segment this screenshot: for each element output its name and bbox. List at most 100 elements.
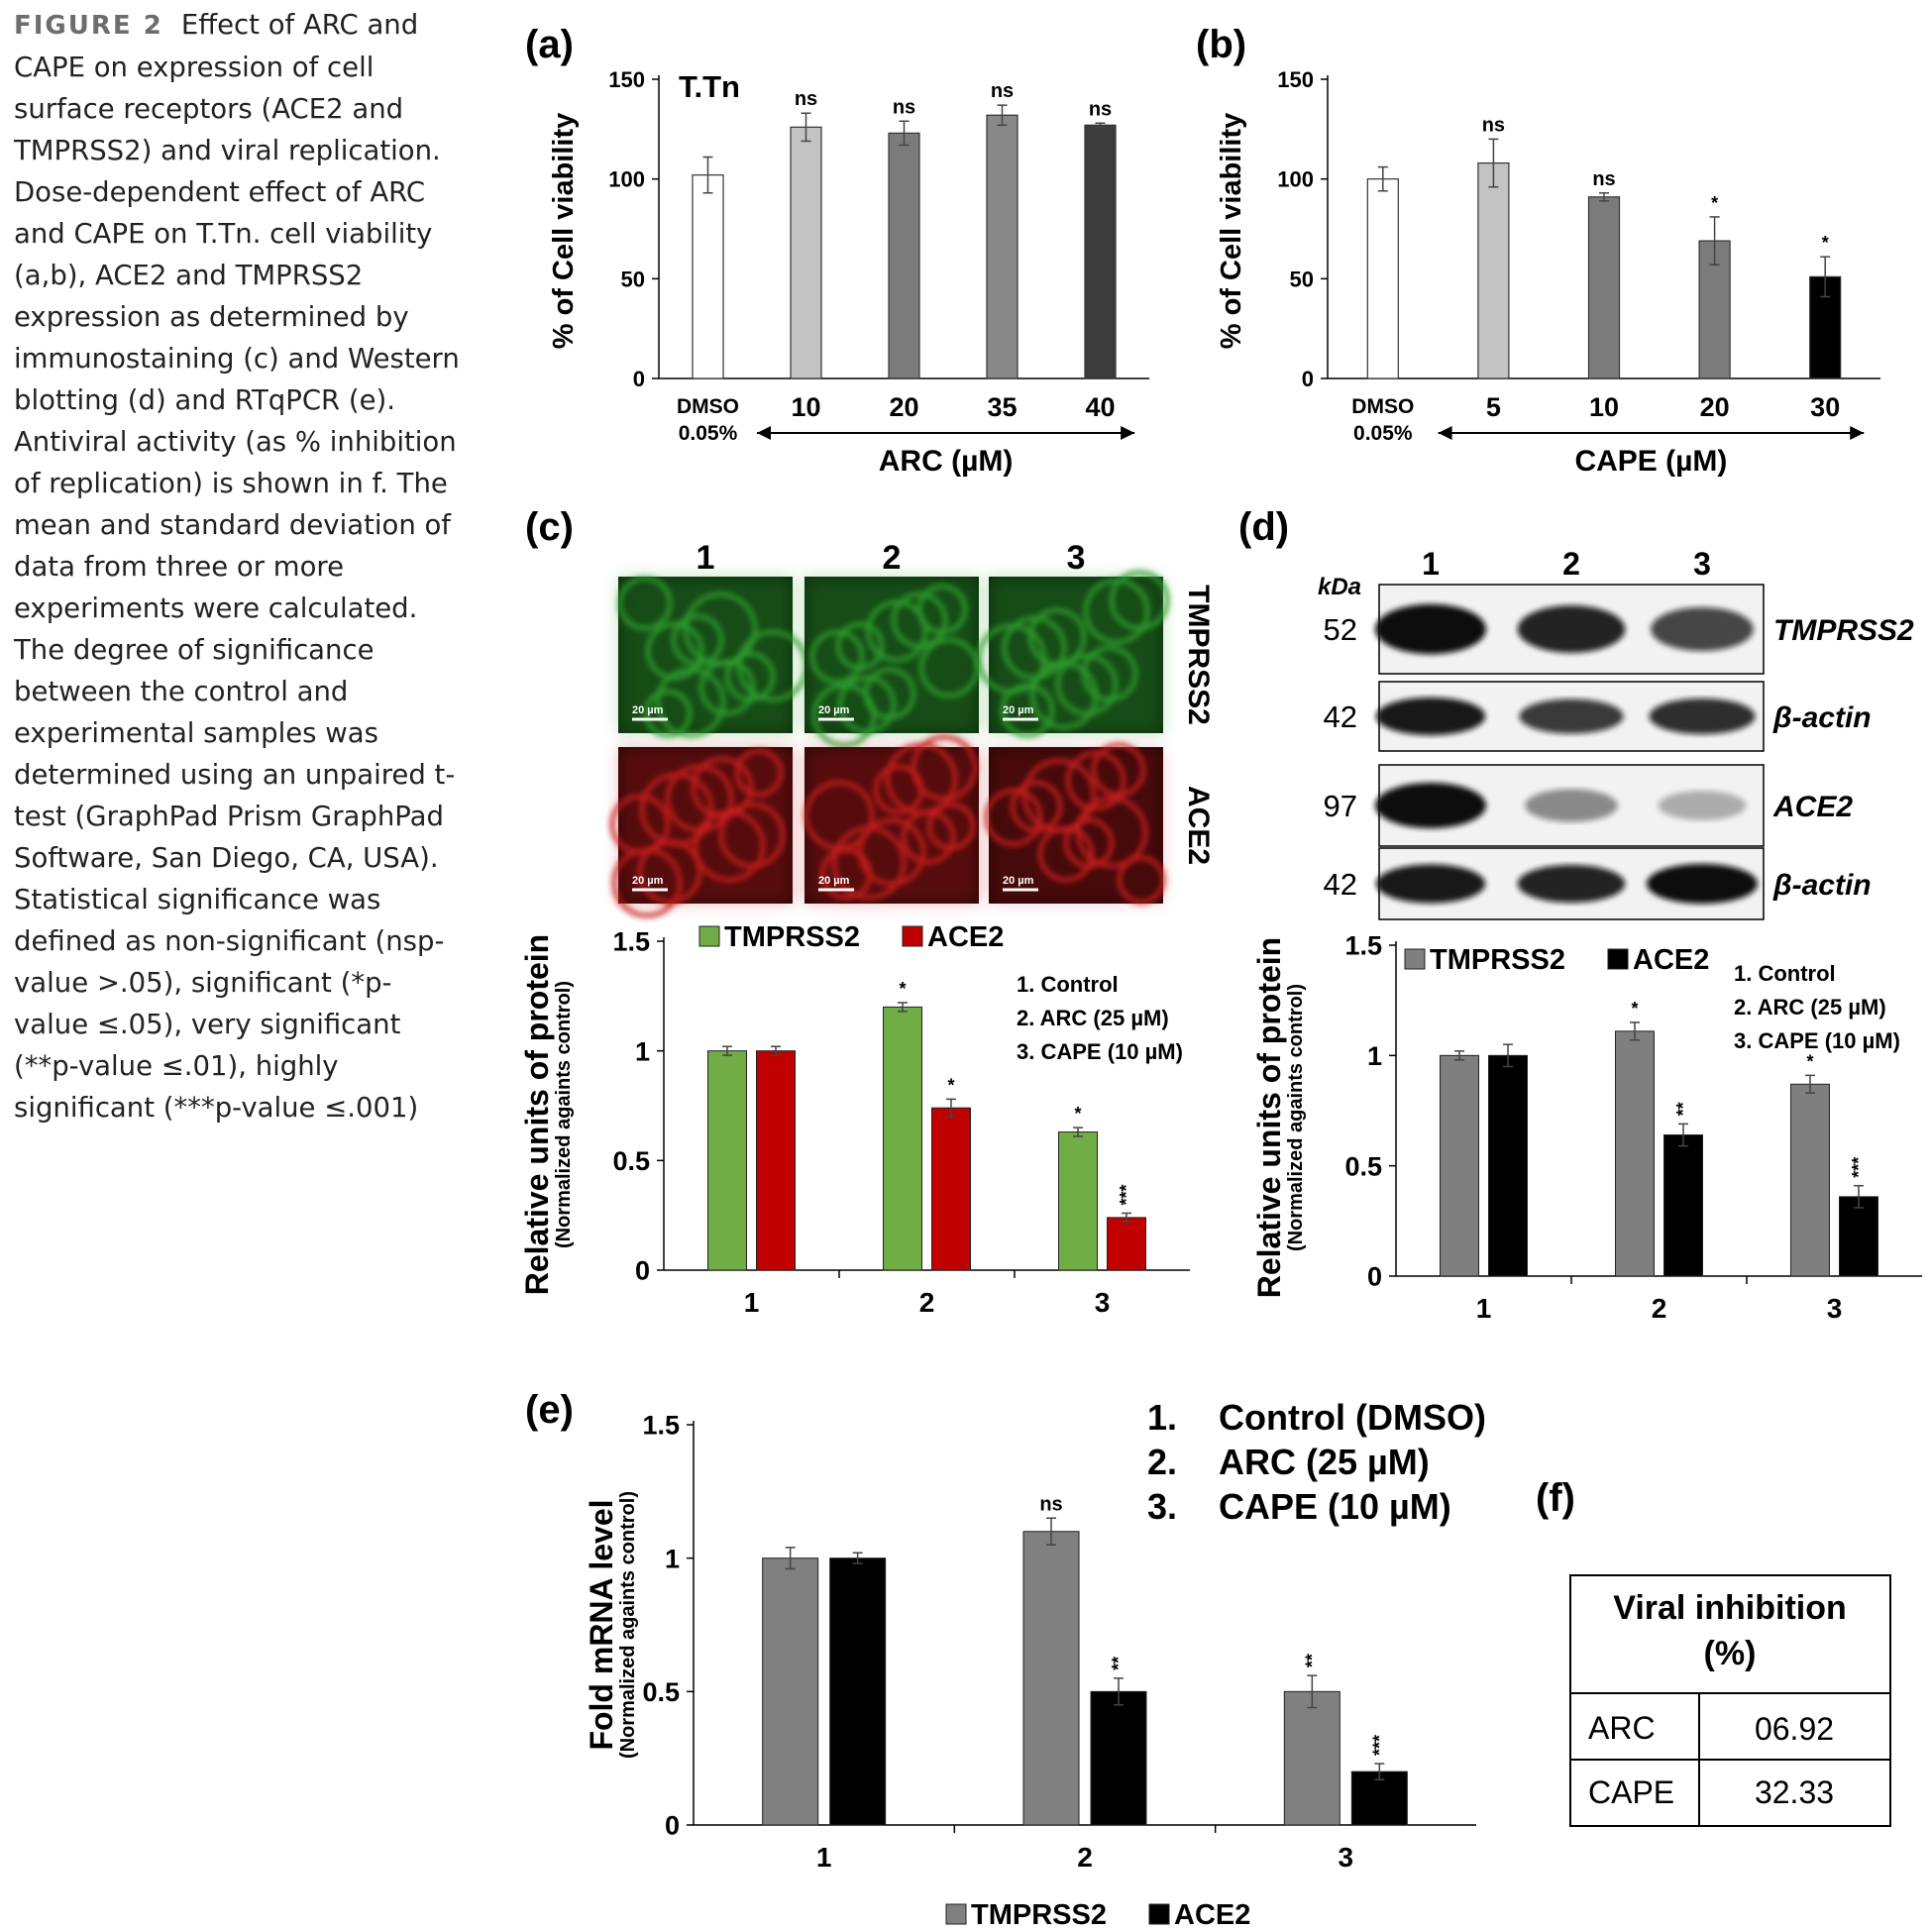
e-ytick-label-2: 1 bbox=[665, 1544, 680, 1573]
d-annotation-ace2-2: *** bbox=[1849, 1157, 1869, 1178]
a-ytick-label-0: 0 bbox=[633, 367, 645, 391]
blot-band-2-2 bbox=[1658, 791, 1747, 820]
blot-band-0-0 bbox=[1375, 603, 1486, 655]
d-bar-ace2-2 bbox=[1839, 1196, 1878, 1277]
blot-kda-1: 42 bbox=[1324, 699, 1357, 734]
panel-label-b: (b) bbox=[1196, 23, 1246, 66]
b-xtick-sublabel-0: 0.05% bbox=[1353, 422, 1413, 445]
c-bar-tmprss2-2 bbox=[1058, 1131, 1098, 1271]
c-annotation-ace2-2: *** bbox=[1117, 1184, 1136, 1205]
e-bar-ace2-1 bbox=[1090, 1690, 1147, 1826]
c-xtick-label-2: 3 bbox=[1095, 1287, 1111, 1318]
c-ytick-label-0: 0 bbox=[635, 1256, 650, 1286]
legend-c: 1. Control 2. ARC (25 µM) 3. CAPE (10 µM… bbox=[1017, 972, 1183, 1064]
a-dose-arrow-left-head bbox=[757, 426, 771, 440]
b-dose-arrow-right-head bbox=[1850, 426, 1865, 440]
c-bar-ace2-1 bbox=[931, 1107, 971, 1271]
legend-d-line-3: 3. CAPE (10 µM) bbox=[1734, 1028, 1900, 1053]
d-legend-swatch-ace2 bbox=[1607, 948, 1629, 970]
e-xtick-label-0: 1 bbox=[816, 1842, 832, 1873]
b-xtick-label-1: 5 bbox=[1486, 392, 1501, 422]
panel-label-d: (d) bbox=[1238, 505, 1289, 549]
b-ytick-label-2: 100 bbox=[1277, 167, 1314, 192]
e-y-axis-title: Fold mRNA level bbox=[584, 1499, 619, 1750]
d-xtick-label-0: 1 bbox=[1476, 1293, 1492, 1324]
a-bar-4 bbox=[1084, 124, 1117, 379]
legend-e-text-2: ARC (25 µM) bbox=[1219, 1442, 1430, 1482]
e-ytick-label-0: 0 bbox=[665, 1811, 680, 1841]
table-border bbox=[1569, 1574, 1891, 1827]
table-row-value-arc: 06.92 bbox=[1755, 1711, 1834, 1747]
d-ytick-label-1: 0.5 bbox=[1344, 1151, 1382, 1181]
a-ytick-label-2: 100 bbox=[608, 167, 645, 192]
d-bar-ace2-0 bbox=[1488, 1054, 1528, 1277]
d-annotation-ace2-1: ** bbox=[1673, 1102, 1693, 1116]
chart-c: 00.511.51 2**3****Relative units of prote… bbox=[519, 921, 1190, 1318]
c-bar-tmprss2-0 bbox=[707, 1050, 747, 1271]
legend-e: 1. Control (DMSO) 2. ARC (25 µM) 3. CAPE… bbox=[1147, 1397, 1486, 1527]
image-column-label-1: 1 bbox=[697, 539, 715, 577]
e-xtick-label-1: 2 bbox=[1077, 1842, 1093, 1873]
caption-text: Effect of ARC and CAPE on expression of … bbox=[14, 9, 460, 1124]
blot-band-3-2 bbox=[1647, 863, 1758, 905]
legend-d: 1. Control 2. ARC (25 µM) 3. CAPE (10 µM… bbox=[1734, 961, 1900, 1053]
blot-protein-label-0: TMPRSS2 bbox=[1773, 614, 1914, 647]
d-y-axis-title: Relative units of protein bbox=[1251, 937, 1287, 1298]
legend-c-line-1: 1. Control bbox=[1017, 972, 1119, 997]
panel-label-f: (f) bbox=[1536, 1476, 1575, 1520]
image-scalebar-label-0-0: 20 µm bbox=[632, 704, 664, 716]
c-annotation-tmprss2-2: * bbox=[1074, 1104, 1081, 1124]
a-dose-arrow-right-head bbox=[1121, 426, 1135, 440]
a-chart-title: T.Tn bbox=[679, 69, 740, 104]
b-dose-arrow-left-head bbox=[1438, 426, 1452, 440]
c-ytick-label-2: 1 bbox=[635, 1036, 650, 1066]
a-bar-3 bbox=[986, 114, 1019, 379]
b-y-axis-title: % of Cell viability bbox=[1216, 113, 1247, 350]
blot-band-0-2 bbox=[1651, 606, 1754, 652]
figure-caption: FIGURE 2 Effect of ARC and CAPE on expres… bbox=[14, 4, 460, 1128]
blot-band-1-2 bbox=[1649, 698, 1756, 735]
b-bar-1 bbox=[1477, 161, 1510, 379]
b-bar-0 bbox=[1366, 178, 1399, 379]
image-scalebar-label-1-0: 20 µm bbox=[632, 875, 664, 887]
e-bar-tmprss2-0 bbox=[762, 1557, 819, 1826]
table-row-name-arc: ARC bbox=[1588, 1710, 1656, 1746]
chart-e: 00.511.51 2ns**3*****Fold mRNA level(Norm… bbox=[584, 1411, 1476, 1931]
c-legend-label-ace2: ACE2 bbox=[927, 921, 1004, 953]
table-header-line-2: (%) bbox=[1704, 1635, 1757, 1672]
blot-band-3-1 bbox=[1517, 864, 1626, 904]
table-row-value-cape: 32.33 bbox=[1755, 1774, 1834, 1810]
a-bar-1 bbox=[790, 126, 822, 379]
d-xtick-label-2: 3 bbox=[1827, 1293, 1843, 1324]
viral-inhibition-table: Viral inhibition (%) ARC 06.92 CAPE 32.3… bbox=[1569, 1574, 1891, 1827]
image-column-label-2: 2 bbox=[883, 539, 902, 577]
legend-e-text-1: Control (DMSO) bbox=[1219, 1397, 1486, 1438]
blot-kda-0: 52 bbox=[1324, 612, 1357, 647]
a-annotation-1: ns bbox=[795, 88, 817, 110]
blot-protein-label-3: β-actin bbox=[1772, 869, 1872, 902]
image-row-label-ace2: ACE2 bbox=[1182, 786, 1215, 865]
legend-e-num-2: 2. bbox=[1147, 1442, 1177, 1482]
image-glow-0-2 bbox=[989, 577, 1163, 733]
blot-band-1-0 bbox=[1375, 697, 1486, 736]
c-ytick-label-1: 0.5 bbox=[612, 1146, 650, 1176]
figure-label: FIGURE 2 bbox=[14, 11, 163, 41]
blot-kda-unit: kDa bbox=[1318, 574, 1361, 600]
legend-c-line-3: 3. CAPE (10 µM) bbox=[1017, 1039, 1183, 1064]
c-bar-ace2-2 bbox=[1107, 1217, 1146, 1271]
c-annotation-tmprss2-1: * bbox=[899, 979, 906, 999]
b-bar-2 bbox=[1587, 196, 1621, 379]
e-legend-label-ace2: ACE2 bbox=[1174, 1899, 1250, 1931]
blot-lane-label-2: 2 bbox=[1562, 546, 1580, 582]
a-xtick-label-2: 20 bbox=[889, 392, 918, 422]
b-xtick-label-4: 30 bbox=[1810, 392, 1840, 422]
legend-d-line-2: 2. ARC (25 µM) bbox=[1734, 995, 1886, 1020]
b-ytick-label-0: 0 bbox=[1302, 367, 1314, 391]
d-legend-label-ace2: ACE2 bbox=[1633, 944, 1709, 976]
d-bar-tmprss2-2 bbox=[1790, 1083, 1830, 1277]
e-bar-tmprss2-1 bbox=[1022, 1531, 1080, 1826]
blot-protein-label-2: ACE2 bbox=[1772, 791, 1853, 823]
a-bar-0 bbox=[692, 174, 724, 379]
image-glow-0-1 bbox=[804, 577, 979, 733]
a-x-axis-title: ARC (µM) bbox=[879, 445, 1014, 478]
